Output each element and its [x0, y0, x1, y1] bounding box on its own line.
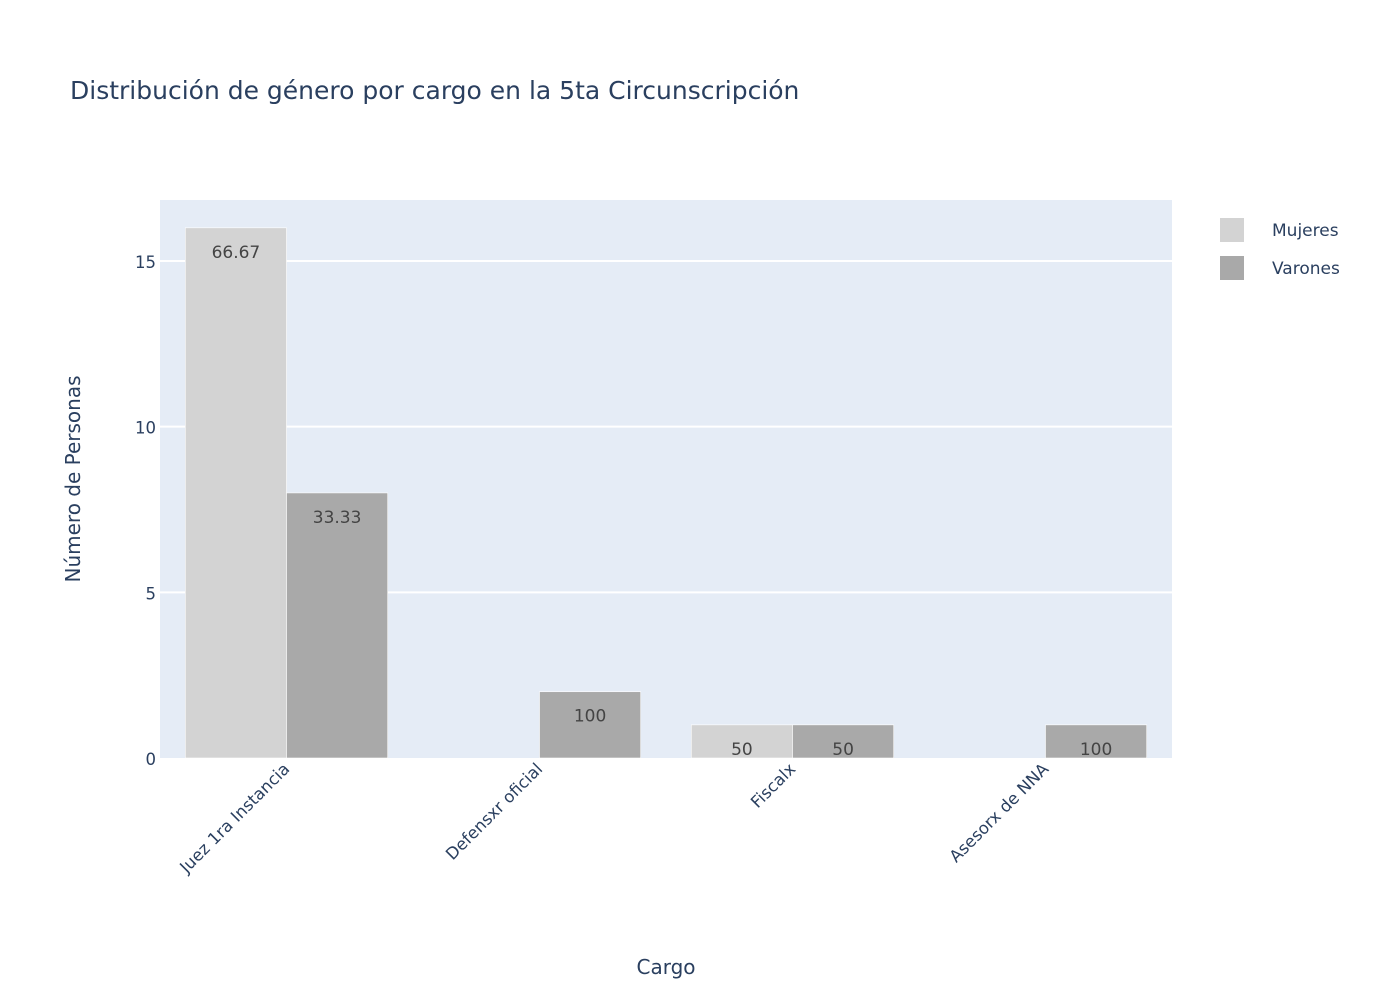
bar-varones-0[interactable] [286, 492, 388, 759]
x-axis-title: Cargo [636, 955, 695, 979]
bars [185, 227, 1147, 759]
bar-varones-1[interactable] [539, 691, 641, 759]
legend[interactable]: Mujeres Varones [1220, 218, 1340, 280]
y-tick-label: 5 [146, 584, 157, 603]
bar-value-label: 66.67 [212, 243, 261, 263]
bar-value-label: 50 [832, 740, 854, 760]
bar-mujeres-0[interactable] [185, 227, 287, 759]
bar-value-label: 33.33 [313, 508, 362, 528]
bar-value-label: 50 [731, 740, 753, 760]
y-tick-label: 0 [146, 750, 157, 769]
legend-label-mujeres[interactable]: Mujeres [1272, 221, 1339, 241]
x-tick-label: Juez 1ra Instancia [175, 759, 293, 877]
legend-label-varones[interactable]: Varones [1272, 259, 1340, 279]
y-tick-label: 10 [135, 419, 156, 438]
chart-title: Distribución de género por cargo en la 5… [70, 76, 799, 105]
y-axis: 0 5 10 15 [135, 253, 156, 769]
x-tick-label: Asesorx de NNA [946, 759, 1053, 866]
bar-labels: 66.67 50 33.33 100 50 100 [212, 243, 1113, 760]
bar-value-label: 100 [1080, 740, 1112, 760]
legend-swatch-varones[interactable] [1220, 256, 1244, 280]
bar-varones-2[interactable] [792, 724, 894, 759]
x-tick-label: Defensxr oficial [442, 759, 546, 863]
x-tick-label: Fiscalx [747, 759, 799, 811]
bar-value-label: 100 [574, 707, 606, 727]
x-axis: Juez 1ra Instancia Defensxr oficial Fiscal… [175, 759, 1052, 877]
legend-swatch-mujeres[interactable] [1220, 218, 1244, 242]
y-axis-title: Número de Personas [61, 375, 85, 582]
y-tick-label: 15 [135, 253, 156, 272]
bar-varones-3[interactable] [1045, 724, 1147, 759]
